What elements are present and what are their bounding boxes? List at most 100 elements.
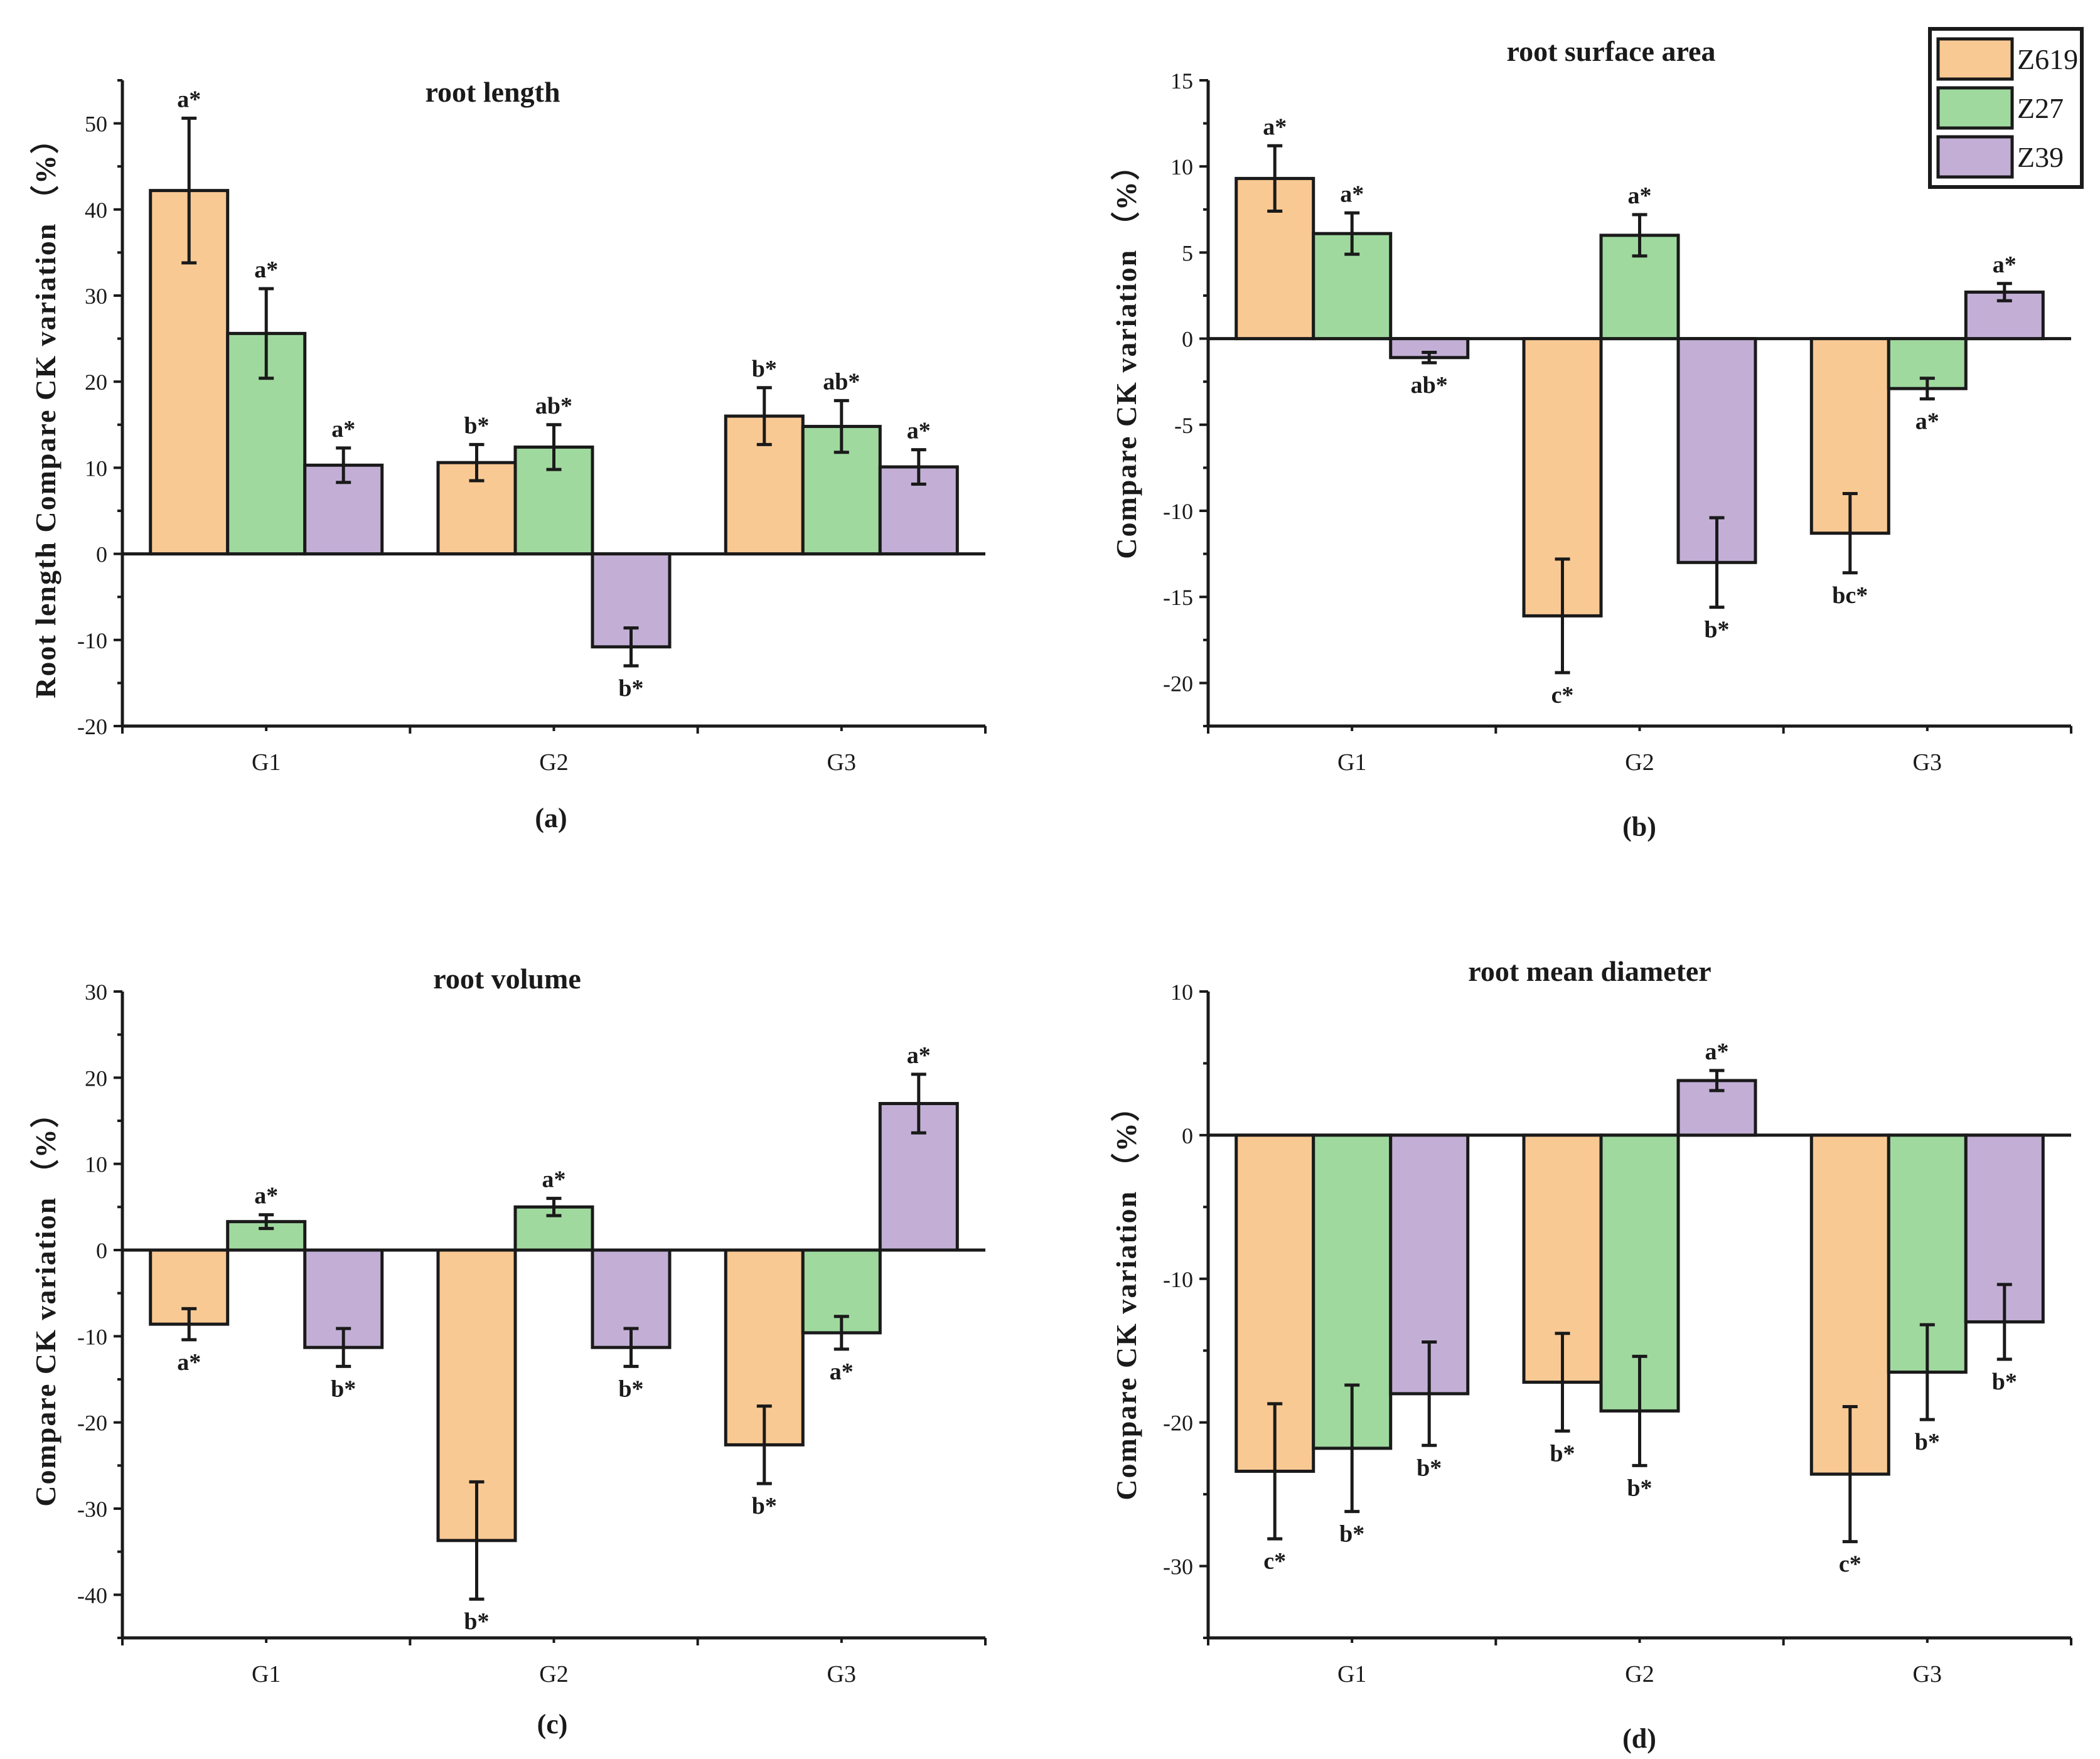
bar-z39-g3 (1964, 1133, 2045, 1323)
significance-label: b* (1417, 1455, 1442, 1481)
y-tick-label: -10 (1163, 499, 1193, 524)
x-tick-label: G3 (827, 749, 856, 776)
significance-label: b* (752, 356, 777, 382)
x-tick-label: G1 (252, 1661, 281, 1687)
significance-label: a* (830, 1359, 854, 1385)
significance-label: a* (331, 416, 355, 442)
y-tick-label: 20 (85, 370, 107, 395)
legend-label-z39: Z39 (2017, 141, 2064, 173)
y-tick-label: 20 (85, 1066, 107, 1091)
y-tick-label: 30 (85, 284, 107, 309)
x-tick-label: G3 (1913, 1661, 1942, 1687)
significance-label: a* (177, 1349, 201, 1376)
chart-panel-2: root surface area (b) Compare CK variation… (1110, 35, 2072, 842)
y-tick-label: -30 (1163, 1554, 1193, 1580)
y-tick-label: 10 (1171, 980, 1193, 1005)
legend: Z619 Z27 Z39 (1928, 27, 2084, 189)
chart-caption: (b) (1622, 811, 1656, 842)
significance-label: a* (907, 1042, 931, 1069)
legend-label-z619: Z619 (2017, 43, 2078, 75)
significance-label: c* (1263, 1548, 1286, 1575)
y-tick-label: 0 (96, 1238, 107, 1263)
chart-caption: (c) (537, 1709, 568, 1740)
significance-label: b* (1627, 1475, 1652, 1501)
significance-label: ab* (1411, 372, 1448, 398)
legend-swatch-z619 (1936, 37, 2014, 81)
chart-title: root mean diameter (1468, 955, 1711, 987)
x-tick-label: G2 (539, 1661, 568, 1687)
significance-label: a* (1993, 252, 2017, 278)
y-tick-label: 40 (85, 198, 107, 223)
y-tick-label: -10 (77, 628, 107, 653)
significance-label: a* (1263, 114, 1287, 140)
y-axis-label: Compare CK variation （%） (1110, 150, 1142, 559)
legend-swatch-z39 (1936, 135, 2014, 179)
chart-title: root length (425, 76, 560, 108)
x-tick-label: G1 (252, 749, 281, 776)
significance-label: a* (1340, 181, 1364, 207)
y-tick-label: 15 (1171, 68, 1193, 94)
significance-label: b* (1550, 1440, 1575, 1467)
y-tick-label: -10 (1163, 1267, 1193, 1292)
significance-label: a* (542, 1167, 566, 1193)
significance-label: a* (254, 257, 278, 283)
significance-label: b* (1704, 617, 1729, 643)
significance-label: a* (1628, 183, 1652, 209)
significance-label: b* (331, 1376, 356, 1402)
y-tick-label: -20 (1163, 1411, 1193, 1436)
significance-label: a* (907, 418, 931, 444)
significance-label: a* (177, 86, 201, 112)
x-tick-label: G1 (1337, 1661, 1366, 1687)
y-tick-label: 0 (96, 542, 107, 567)
significance-label: b* (464, 1608, 489, 1635)
y-tick-label: 10 (85, 1152, 107, 1177)
x-tick-label: G2 (1625, 749, 1654, 776)
y-tick-label: -20 (77, 714, 107, 739)
x-tick-label: G1 (1337, 749, 1366, 776)
significance-label: a* (254, 1183, 278, 1209)
chart-title: root surface area (1507, 35, 1716, 67)
significance-label: a* (1705, 1039, 1729, 1065)
significance-label: ab* (823, 368, 860, 395)
significance-label: b* (752, 1493, 777, 1519)
y-tick-label: 50 (85, 112, 107, 137)
y-tick-label: -20 (77, 1411, 107, 1436)
x-tick-label: G2 (539, 749, 568, 776)
legend-label-z27: Z27 (2017, 92, 2064, 124)
significance-label: a* (1915, 409, 1939, 435)
significance-label: b* (1915, 1429, 1940, 1455)
chart-caption: (d) (1622, 1723, 1656, 1754)
significance-label: c* (1839, 1551, 1862, 1578)
significance-label: b* (618, 1376, 643, 1402)
x-tick-label: G3 (827, 1661, 856, 1687)
significance-label: b* (1992, 1369, 2017, 1395)
chart-title: root volume (433, 963, 581, 995)
y-tick-label: -15 (1163, 585, 1193, 610)
y-tick-label: 10 (1171, 154, 1193, 179)
y-tick-label: -40 (77, 1583, 107, 1608)
y-tick-label: 10 (85, 456, 107, 481)
y-tick-label: -30 (77, 1497, 107, 1522)
chart-panel-3: root volume (c) Compare CK variation （%） 30… (29, 963, 987, 1740)
y-axis-label: Compare CK variation （%） (29, 1098, 62, 1507)
significance-label: ab* (535, 393, 572, 419)
chart-panel-4: root mean diameter (d) Compare CK variatio… (1110, 955, 2072, 1754)
y-axis-label: Root length Compare CK variation （%） (29, 124, 62, 698)
significance-label: c* (1551, 682, 1574, 708)
y-tick-label: -5 (1174, 413, 1193, 438)
y-tick-label: 0 (1182, 327, 1193, 352)
y-tick-label: 30 (85, 980, 107, 1005)
significance-label: bc* (1832, 582, 1868, 609)
y-tick-label: -20 (1163, 671, 1193, 696)
significance-label: b* (618, 675, 643, 702)
bar-z27-g3 (801, 1248, 882, 1335)
significance-label: b* (464, 412, 489, 439)
chart-panel-1: root length (a) Root length Compare CK var… (29, 76, 987, 833)
significance-label: b* (1339, 1521, 1364, 1548)
y-tick-label: -10 (77, 1324, 107, 1349)
chart-caption: (a) (535, 803, 567, 833)
x-tick-label: G2 (1625, 1661, 1654, 1687)
legend-swatch-z27 (1936, 86, 2014, 130)
y-tick-label: 0 (1182, 1123, 1193, 1148)
